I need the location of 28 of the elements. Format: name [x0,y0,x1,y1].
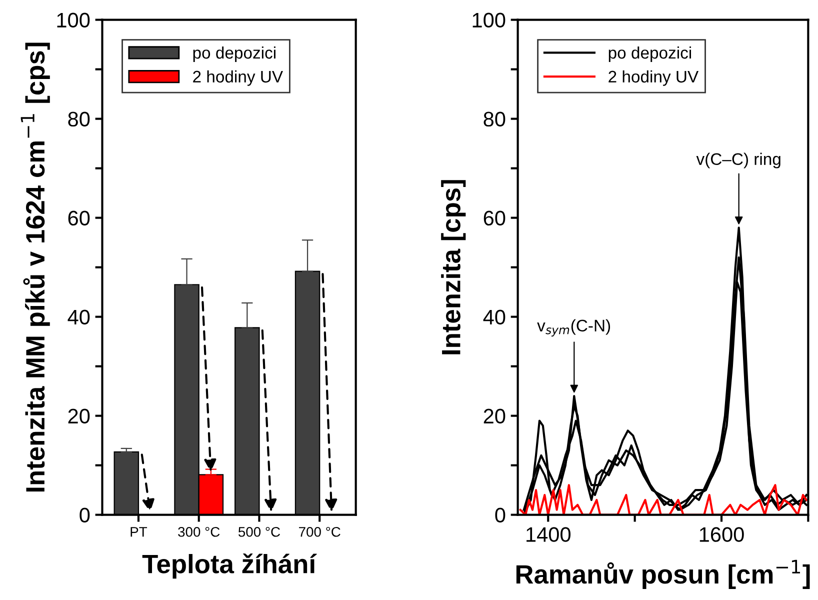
legend-label: po depozici [193,46,276,62]
y-tick-label: 60 [484,210,506,226]
y-tick-label: 100 [472,12,506,28]
x-tick-label: PT [130,527,148,537]
x-axis-title: Ramanův posun [cm$^{−1}$] [516,560,810,589]
annotation: v$_{sym}$(C-N) [537,319,610,337]
y-tick-label: 20 [68,408,90,424]
y-tick-label: 60 [68,210,90,226]
x-tick-label: 1600 [700,527,744,542]
y-tick-label: 40 [483,310,506,325]
x-tick-label: 300 °C [178,526,220,537]
y-tick-label: 0 [80,508,90,523]
x-tick-label: 1400 [526,527,570,542]
x-axis-title: Teplota žíhání [142,553,317,579]
y-tick-label: 40 [68,310,90,325]
y-axis-title: Intenzita [cps] [441,180,466,354]
legend-label: 2 hodiny UV [608,70,699,86]
y-tick-label: 0 [495,508,506,523]
y-axis-title: Intenzita MM píků v 1624 cm$^{−1}$ [cps] [20,42,50,492]
legend-label: 2 hodiny UV [193,70,283,86]
x-tick-label: 700 °C [299,526,340,537]
y-tick-label: 100 [57,12,90,28]
legend-label: po depozici [608,46,691,62]
y-tick-label: 20 [484,408,506,424]
annotation: v(C–C) ring [696,152,780,168]
y-tick-label: 80 [68,112,90,127]
x-tick-label: 500 °C [238,526,280,537]
y-tick-label: 80 [484,112,506,127]
